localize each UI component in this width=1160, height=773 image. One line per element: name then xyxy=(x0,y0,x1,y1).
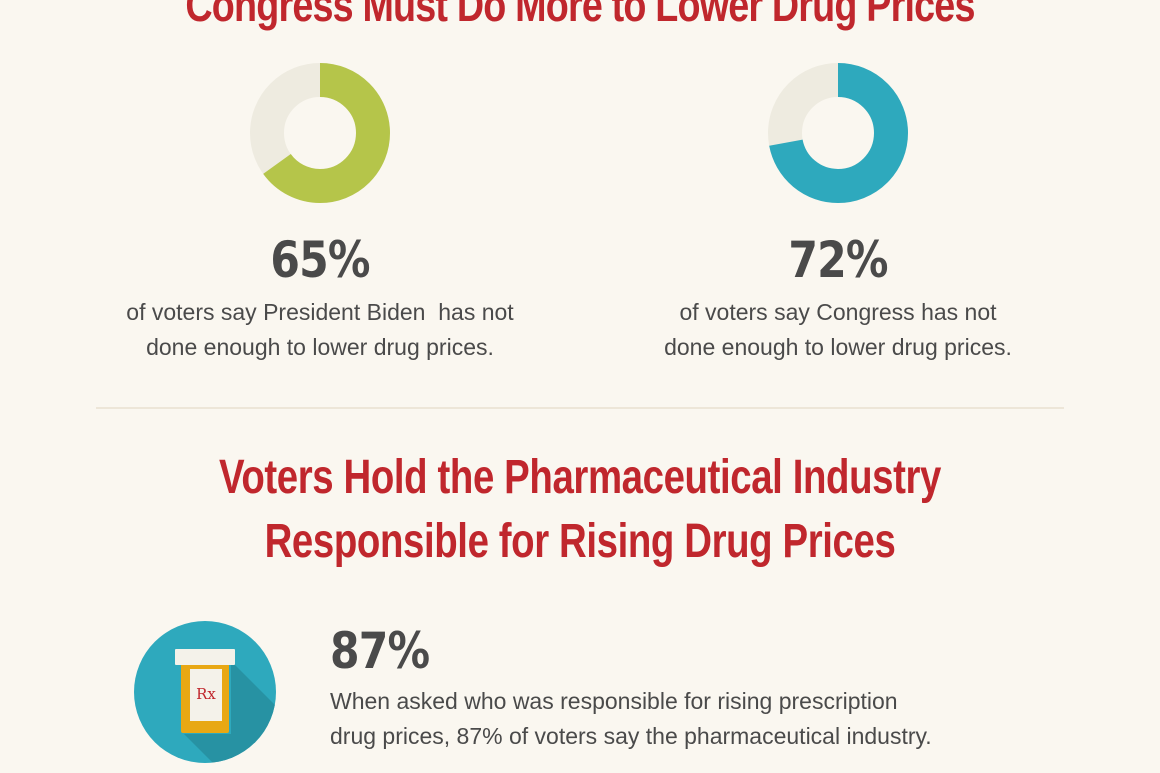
prescription-bottle-icon: Rx xyxy=(134,621,276,763)
stat-biden: 65% of voters say President Biden has no… xyxy=(90,62,550,365)
bottle-cap xyxy=(175,649,235,665)
section-title-line-1: Voters Hold the Pharmaceutical Industry xyxy=(218,451,942,504)
stat-description-line-1: When asked who was responsible for risin… xyxy=(330,688,898,714)
bottle-label xyxy=(190,669,222,721)
stat-pharma: 87% When asked who was responsible for r… xyxy=(330,620,1050,754)
donut-chart-biden xyxy=(250,63,390,203)
stat-percent: 65% xyxy=(270,231,370,289)
section-title: Voters Hold the Pharmaceutical Industry … xyxy=(0,446,1160,574)
stat-description: of voters say President Biden has not do… xyxy=(90,295,550,365)
stat-description-line-2: done enough to lower drug prices. xyxy=(146,334,494,360)
top-title: Congress Must Do More to Lower Drug Pric… xyxy=(185,0,975,31)
stat-description-line-2: done enough to lower drug prices. xyxy=(664,334,1012,360)
stat-description-line-2: drug prices, 87% of voters say the pharm… xyxy=(330,723,932,749)
donut-chart-congress xyxy=(768,63,908,203)
rx-symbol: Rx xyxy=(196,685,216,703)
section-divider xyxy=(96,407,1064,409)
donut-value-arc xyxy=(250,63,390,203)
stat-congress: 72% of voters say Congress has not done … xyxy=(608,62,1068,365)
donut-value-arc xyxy=(768,63,908,203)
stat-percent: 72% xyxy=(788,231,888,289)
stat-description: When asked who was responsible for risin… xyxy=(330,684,1050,754)
stat-percent: 87% xyxy=(330,622,430,680)
stat-description-line-1: of voters say President Biden has not xyxy=(126,299,514,325)
stat-description-line-1: of voters say Congress has not xyxy=(679,299,997,325)
stat-description: of voters say Congress has not done enou… xyxy=(608,295,1068,365)
section-title-line-2: Responsible for Rising Drug Prices xyxy=(264,515,896,568)
